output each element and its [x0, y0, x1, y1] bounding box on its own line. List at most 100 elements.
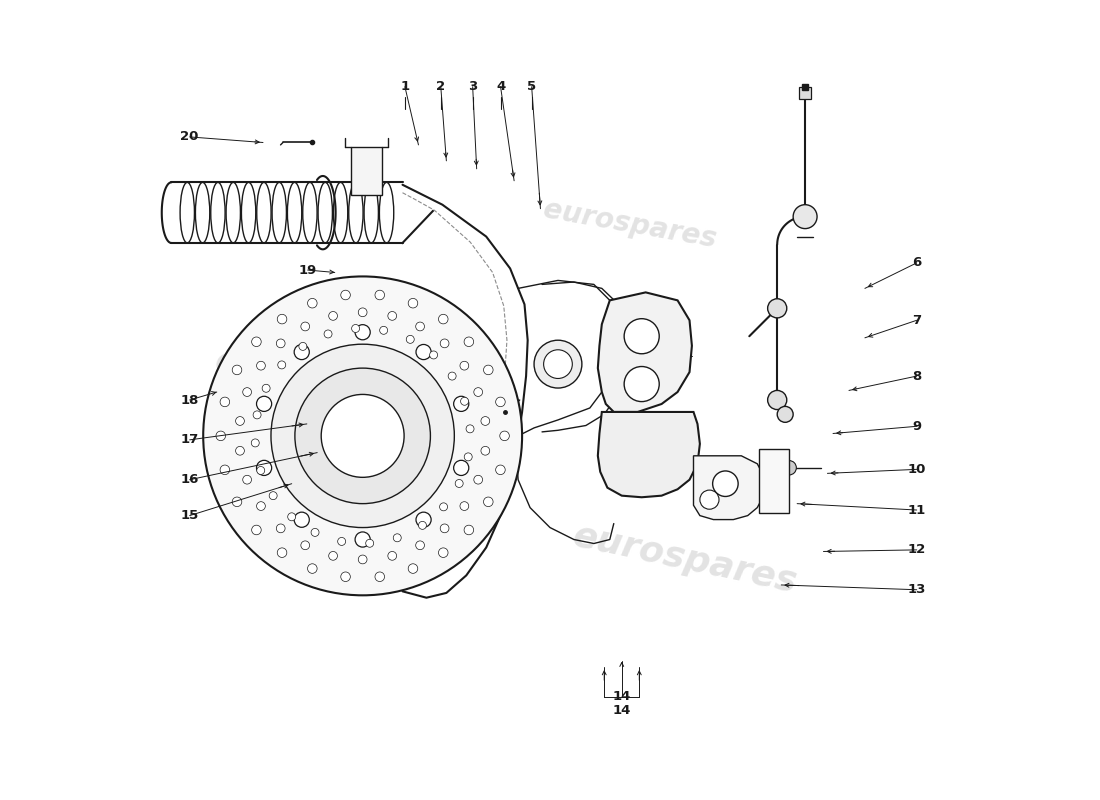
- Text: eurospares: eurospares: [541, 195, 718, 254]
- Circle shape: [778, 406, 793, 422]
- Circle shape: [496, 397, 505, 406]
- Polygon shape: [342, 348, 351, 360]
- Polygon shape: [693, 456, 763, 519]
- Circle shape: [276, 524, 285, 533]
- Circle shape: [256, 502, 265, 510]
- Circle shape: [768, 298, 786, 318]
- Circle shape: [355, 532, 371, 547]
- Circle shape: [416, 512, 431, 527]
- Circle shape: [416, 541, 425, 550]
- Circle shape: [466, 425, 474, 433]
- Text: 8: 8: [912, 370, 922, 382]
- Circle shape: [277, 361, 286, 369]
- Circle shape: [329, 311, 338, 320]
- Polygon shape: [287, 384, 299, 395]
- Circle shape: [375, 572, 385, 582]
- Circle shape: [321, 394, 404, 478]
- Circle shape: [232, 365, 242, 374]
- Circle shape: [460, 362, 469, 370]
- Polygon shape: [275, 448, 287, 457]
- Circle shape: [311, 529, 319, 536]
- Circle shape: [713, 471, 738, 497]
- Circle shape: [484, 497, 493, 506]
- Circle shape: [440, 339, 449, 348]
- Bar: [352, 147, 382, 195]
- Circle shape: [300, 541, 309, 550]
- Circle shape: [768, 390, 786, 410]
- Circle shape: [235, 446, 244, 455]
- Circle shape: [388, 311, 397, 320]
- Circle shape: [341, 290, 350, 300]
- Circle shape: [243, 388, 252, 397]
- Circle shape: [453, 460, 469, 475]
- Circle shape: [355, 325, 371, 340]
- Circle shape: [782, 461, 796, 475]
- Polygon shape: [759, 450, 789, 514]
- Text: 5: 5: [527, 80, 536, 93]
- Polygon shape: [404, 360, 415, 373]
- Circle shape: [406, 335, 415, 343]
- Polygon shape: [439, 415, 451, 424]
- Polygon shape: [310, 499, 322, 512]
- Polygon shape: [426, 477, 439, 488]
- Circle shape: [232, 497, 242, 506]
- Text: eurospares: eurospares: [211, 344, 442, 425]
- Circle shape: [453, 396, 469, 411]
- Circle shape: [277, 548, 287, 558]
- Circle shape: [277, 314, 287, 324]
- Circle shape: [481, 446, 490, 455]
- Circle shape: [294, 512, 309, 527]
- Text: 18: 18: [180, 394, 199, 406]
- Circle shape: [341, 572, 350, 582]
- Text: 10: 10: [908, 463, 926, 476]
- Circle shape: [474, 388, 483, 397]
- Text: 1: 1: [400, 80, 409, 93]
- Circle shape: [416, 322, 425, 331]
- Circle shape: [624, 366, 659, 402]
- Bar: [799, 87, 812, 98]
- Circle shape: [253, 411, 261, 419]
- Circle shape: [793, 205, 817, 229]
- Circle shape: [235, 417, 244, 426]
- Circle shape: [220, 465, 230, 474]
- Circle shape: [543, 350, 572, 378]
- Circle shape: [439, 548, 448, 558]
- Circle shape: [484, 365, 493, 374]
- Circle shape: [416, 345, 431, 360]
- Text: 3: 3: [468, 80, 477, 93]
- Circle shape: [448, 372, 456, 380]
- Circle shape: [455, 479, 463, 487]
- Circle shape: [464, 337, 474, 346]
- Text: 12: 12: [908, 543, 926, 556]
- Circle shape: [430, 351, 438, 359]
- Circle shape: [439, 314, 448, 324]
- Circle shape: [474, 475, 483, 484]
- Text: 19: 19: [298, 263, 317, 277]
- Text: eurospares: eurospares: [570, 519, 801, 600]
- Circle shape: [408, 298, 418, 308]
- Circle shape: [499, 431, 509, 441]
- Circle shape: [700, 490, 719, 510]
- Circle shape: [276, 339, 285, 348]
- Circle shape: [308, 298, 317, 308]
- Circle shape: [299, 342, 307, 350]
- Circle shape: [294, 345, 309, 360]
- Text: 9: 9: [912, 420, 922, 433]
- Circle shape: [256, 460, 272, 475]
- Circle shape: [252, 525, 261, 534]
- Circle shape: [300, 322, 309, 331]
- Circle shape: [338, 538, 345, 546]
- Circle shape: [408, 564, 418, 574]
- Circle shape: [379, 326, 387, 334]
- Circle shape: [535, 340, 582, 388]
- Circle shape: [288, 513, 296, 521]
- Circle shape: [352, 325, 360, 333]
- Circle shape: [440, 524, 449, 533]
- Polygon shape: [375, 512, 383, 524]
- Circle shape: [252, 337, 261, 346]
- Circle shape: [418, 522, 427, 530]
- Circle shape: [394, 534, 402, 542]
- Circle shape: [220, 397, 230, 406]
- Circle shape: [262, 384, 271, 392]
- Polygon shape: [597, 412, 700, 498]
